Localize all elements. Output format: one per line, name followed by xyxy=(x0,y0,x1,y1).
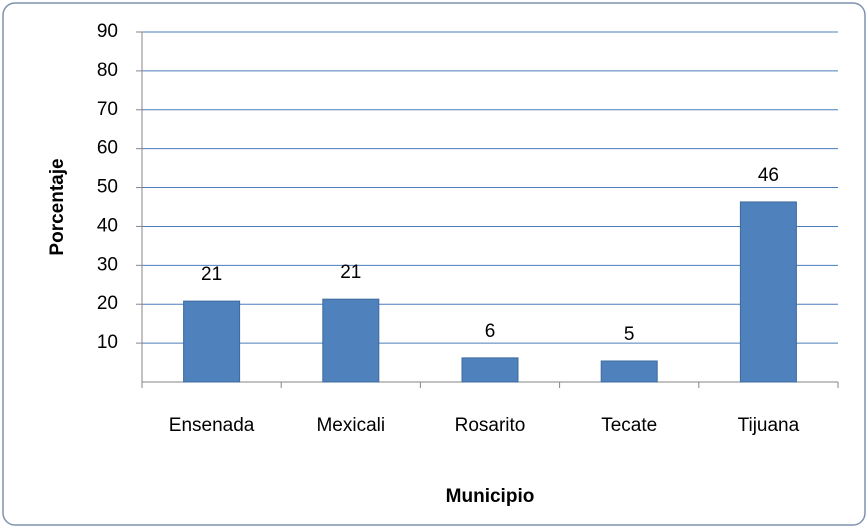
y-axis-title: Porcentaje xyxy=(47,158,68,255)
bar xyxy=(183,300,241,383)
data-label: 21 xyxy=(340,262,361,283)
y-tick-label: 60 xyxy=(97,138,118,159)
bar xyxy=(322,298,380,383)
y-tick-label: 40 xyxy=(97,215,118,236)
x-tick-label: Mexicali xyxy=(316,415,385,436)
data-label: 46 xyxy=(758,165,779,186)
x-tick-label: Tijuana xyxy=(738,415,800,436)
y-tick-label: 80 xyxy=(97,60,118,81)
y-tick-label: 10 xyxy=(97,332,118,353)
bar xyxy=(461,357,519,383)
x-tick-label: Ensenada xyxy=(169,415,255,436)
bar xyxy=(739,201,797,383)
y-tick-label: 70 xyxy=(97,99,118,120)
data-label: 5 xyxy=(624,324,635,345)
x-axis-title: Municipio xyxy=(446,486,535,507)
y-tick-label: 20 xyxy=(97,293,118,314)
y-tick-label: 30 xyxy=(97,254,118,275)
y-tick-label: 50 xyxy=(97,177,118,198)
y-tick-label: 90 xyxy=(97,21,118,42)
data-label: 6 xyxy=(485,321,496,342)
bar xyxy=(600,360,658,383)
data-label: 21 xyxy=(201,264,222,285)
x-tick-label: Tecate xyxy=(601,415,657,436)
x-tick-label: Rosarito xyxy=(455,415,526,436)
